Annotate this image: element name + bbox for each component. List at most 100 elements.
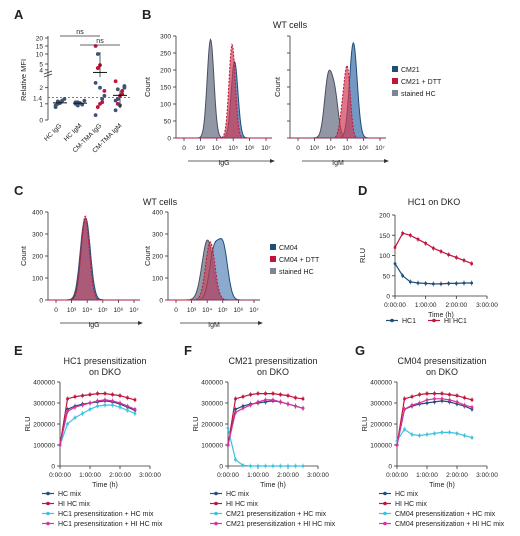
data-point (96, 404, 99, 408)
x-tick-label: 10⁷ (249, 307, 259, 314)
x-tick-label: 10⁶ (245, 145, 255, 152)
legend-label: CM04 (279, 245, 298, 252)
x-tick-label: 3:00:00 (139, 472, 161, 479)
data-point (448, 398, 451, 402)
x-axis-label: IgG (88, 322, 99, 329)
legend-swatch (270, 256, 276, 262)
data-point (81, 412, 84, 415)
x-tick-label: 10⁶ (359, 145, 369, 152)
reference-label: 1.4 (33, 95, 42, 102)
x-axis-label: Time (h) (428, 312, 454, 319)
series-line (394, 263, 472, 285)
data-point (113, 108, 118, 113)
y-axis-label: Count (143, 245, 152, 266)
legend-marker (214, 521, 218, 526)
legend-label: CM21 presensitization + HI HC mix (226, 521, 336, 528)
y-tick-label: 300000 (370, 401, 392, 408)
legend-marker (214, 491, 218, 496)
data-point (53, 105, 58, 109)
data-point (102, 89, 107, 93)
y-tick-label: 200 (152, 254, 163, 261)
data-point (241, 395, 245, 398)
significance-label: ns (76, 29, 84, 36)
data-point (100, 100, 105, 105)
significance-label: ns (96, 38, 104, 45)
histogram-stained-hc (290, 69, 386, 139)
legend-label: CM21 + DTT (401, 79, 442, 86)
data-point (279, 464, 282, 468)
x-axis-label: Time (h) (260, 482, 286, 489)
data-point (103, 403, 107, 407)
data-point (395, 443, 399, 447)
x-tick-label: 3:00:00 (307, 472, 329, 479)
y-tick-label: 0 (388, 464, 392, 471)
y-tick-label: 200 (32, 254, 43, 261)
data-point (66, 410, 69, 413)
y-tick-label: 300 (32, 232, 43, 239)
data-point (447, 282, 451, 285)
data-point (73, 405, 77, 409)
x-tick-label: 10³ (187, 307, 197, 314)
histogram-cm21-dtt (176, 42, 272, 139)
y-tick-label: 20 (36, 36, 44, 43)
data-point (393, 262, 397, 265)
histogram-cm21 (176, 60, 272, 139)
histogram-stained-hc (176, 37, 272, 139)
data-point (301, 406, 305, 410)
y-tick-label: 400 (152, 210, 163, 217)
series-line (396, 398, 473, 446)
legend-label: HI HC mix (395, 501, 427, 508)
data-point (279, 393, 282, 396)
data-point (226, 426, 230, 430)
data-point (256, 464, 260, 468)
y-tick-label: 200000 (201, 422, 223, 429)
legend-label: HC1 (402, 318, 416, 325)
data-point (425, 401, 429, 405)
data-point (470, 405, 474, 409)
data-point (111, 399, 114, 403)
data-point (118, 405, 122, 409)
x-tick-label: 1:00:00 (415, 302, 437, 309)
y-tick-label: 200 (379, 213, 390, 220)
x-tick-label: 10³ (310, 145, 320, 152)
data-point (256, 400, 260, 404)
x-tick-label: 0:00:00 (384, 302, 406, 309)
x-tick-label: 3:00:00 (476, 472, 498, 479)
data-point (115, 87, 120, 92)
legend-swatch (392, 90, 398, 96)
y-axis-label: Count (19, 245, 28, 266)
x-tick-label: 0 (54, 307, 58, 314)
y-tick-label: 0 (167, 136, 171, 143)
data-point (73, 395, 77, 398)
data-point (249, 393, 252, 396)
x-tick-label: 10⁴ (326, 145, 336, 152)
data-point (448, 431, 451, 434)
x-tick-label: 10⁵ (228, 145, 238, 152)
x-tick-label: 2:00:00 (277, 472, 299, 479)
legend-label: HC1 presensitization + HI HC mix (58, 521, 163, 528)
data-point (470, 262, 473, 265)
x-tick-label: 0 (182, 145, 186, 152)
data-point (410, 403, 414, 407)
data-point (286, 464, 290, 468)
data-point (81, 403, 84, 407)
x-axis-label: Time (h) (92, 482, 118, 489)
data-point (122, 85, 127, 90)
legend-marker (214, 501, 218, 506)
data-point (403, 427, 406, 431)
data-point (103, 398, 107, 402)
x-axis-label: IgM (332, 160, 344, 167)
y-tick-label: 150 (160, 85, 171, 92)
data-point (234, 411, 237, 414)
data-point (286, 394, 290, 397)
data-point (120, 89, 125, 93)
data-point (439, 282, 443, 286)
data-point (425, 433, 429, 436)
panel-title: HC1 on DKO (408, 197, 461, 207)
data-point (416, 238, 420, 241)
data-point (433, 400, 436, 404)
legend-label: CM04 presensitization + HC mix (395, 511, 496, 518)
data-point (410, 395, 414, 398)
x-tick-label: 10³ (67, 307, 77, 314)
y-tick-label: 100000 (370, 443, 392, 450)
